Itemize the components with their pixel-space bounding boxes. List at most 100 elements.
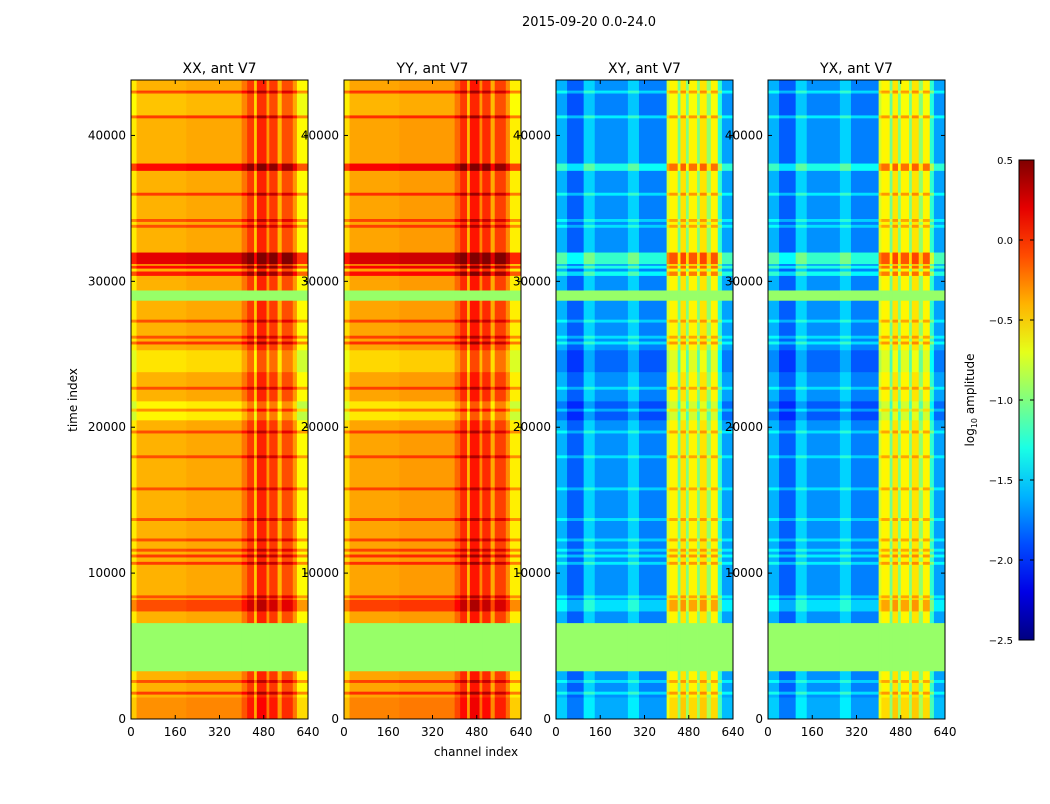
heatmap-cell xyxy=(839,335,852,339)
heatmap-cell xyxy=(247,218,255,222)
heatmap-cell xyxy=(349,227,400,253)
heatmap-cell xyxy=(269,371,278,387)
heatmap-cell xyxy=(349,319,400,323)
heatmap-cell xyxy=(454,224,461,228)
heatmap-cell xyxy=(136,349,187,373)
heatmap-cell xyxy=(241,419,248,431)
heatmap-cell xyxy=(669,192,679,196)
heatmap-cell xyxy=(254,91,258,94)
heatmap-cell xyxy=(911,538,920,542)
heatmap-cell xyxy=(494,408,507,412)
heatmap-cell xyxy=(269,679,278,683)
heatmap-cell xyxy=(706,694,712,698)
heatmap-cell xyxy=(349,268,400,272)
heatmap-cell xyxy=(881,170,891,193)
heatmap-cell xyxy=(697,386,701,390)
heatmap-cell xyxy=(277,335,283,339)
heatmap-cell xyxy=(460,344,468,351)
heatmap-cell xyxy=(583,520,596,539)
heatmap-cell xyxy=(669,489,679,519)
heatmap-cell xyxy=(467,611,471,624)
heatmap-cell xyxy=(839,389,852,402)
heatmap-cell xyxy=(567,290,585,301)
heatmap-cell xyxy=(685,115,690,119)
heatmap-cell xyxy=(918,433,924,456)
heatmap-cell xyxy=(768,561,780,565)
heatmap-cell xyxy=(706,349,712,373)
heatmap-cell xyxy=(706,454,712,459)
heatmap-cell xyxy=(254,489,258,519)
heatmap-cell xyxy=(850,115,880,119)
heatmap-cell xyxy=(266,344,270,351)
heatmap-cell xyxy=(638,221,668,225)
heatmap-cell xyxy=(509,300,522,320)
heatmap-cell xyxy=(467,557,471,562)
heatmap-cell xyxy=(909,224,913,228)
heatmap-cell xyxy=(399,319,456,323)
heatmap-cell xyxy=(256,611,267,624)
heatmap-cell xyxy=(269,400,278,409)
heatmap-cell xyxy=(697,335,701,339)
heatmap-cell xyxy=(583,433,596,456)
heatmap-cell xyxy=(685,319,690,323)
heatmap-cell xyxy=(460,224,468,228)
heatmap-cell xyxy=(247,611,255,624)
heatmap-cell xyxy=(918,599,924,612)
heatmap-cell xyxy=(567,163,585,171)
colorbar-tick-label: 0.5 xyxy=(997,156,1013,167)
heatmap-cell xyxy=(638,386,668,390)
heatmap-cell xyxy=(933,564,946,596)
heatmap-cell xyxy=(479,411,483,421)
heatmap-cell xyxy=(889,682,893,692)
heatmap-cell xyxy=(929,538,935,542)
heatmap-cell xyxy=(878,611,882,624)
heatmap-cell xyxy=(467,561,471,565)
heatmap-cell xyxy=(277,163,283,171)
heatmap-cell xyxy=(680,163,687,171)
heatmap-cell xyxy=(344,192,350,196)
heatmap-cell xyxy=(469,389,480,402)
y-tick-label: 40000 xyxy=(725,128,763,142)
heatmap-cell xyxy=(768,263,780,266)
heatmap-cell xyxy=(349,682,400,692)
heatmap-cell xyxy=(136,93,187,116)
heatmap-cell xyxy=(697,599,701,612)
heatmap-cell xyxy=(721,221,734,225)
heatmap-cell xyxy=(721,411,734,421)
heatmap-cell xyxy=(344,91,350,94)
heatmap-cell xyxy=(277,349,283,373)
heatmap-cell xyxy=(254,227,258,253)
heatmap-cell xyxy=(669,520,679,539)
heatmap-cell xyxy=(688,80,698,91)
heatmap-cell xyxy=(839,300,852,320)
heatmap-cell xyxy=(669,341,679,345)
heatmap-cell xyxy=(482,400,491,409)
heatmap-cell xyxy=(269,322,278,336)
heatmap-cell xyxy=(479,520,483,539)
heatmap-cell xyxy=(479,517,483,521)
heatmap-cell xyxy=(349,430,400,434)
heatmap-cell xyxy=(677,335,681,339)
heatmap-cell xyxy=(583,670,596,681)
heatmap-cell xyxy=(494,489,507,519)
heatmap-cell xyxy=(677,679,681,683)
heatmap-cell xyxy=(131,551,137,555)
heatmap-cell xyxy=(881,319,891,323)
heatmap-cell xyxy=(269,430,278,434)
heatmap-cell xyxy=(567,594,585,599)
heatmap-cell xyxy=(929,271,935,276)
heatmap-cell xyxy=(768,163,780,171)
heatmap-cell xyxy=(666,265,670,269)
heatmap-cell xyxy=(677,691,681,695)
heatmap-cell xyxy=(494,263,507,266)
heatmap-cell xyxy=(839,454,852,459)
heatmap-cell xyxy=(721,520,734,539)
x-tick-label: 320 xyxy=(421,725,444,739)
heatmap-cell xyxy=(850,227,880,253)
heatmap-cell xyxy=(627,170,640,193)
heatmap-cell xyxy=(131,538,137,542)
heatmap-cell xyxy=(717,349,723,373)
heatmap-cell xyxy=(918,554,924,558)
heatmap-cell xyxy=(266,90,270,93)
heatmap-cell xyxy=(583,224,596,228)
